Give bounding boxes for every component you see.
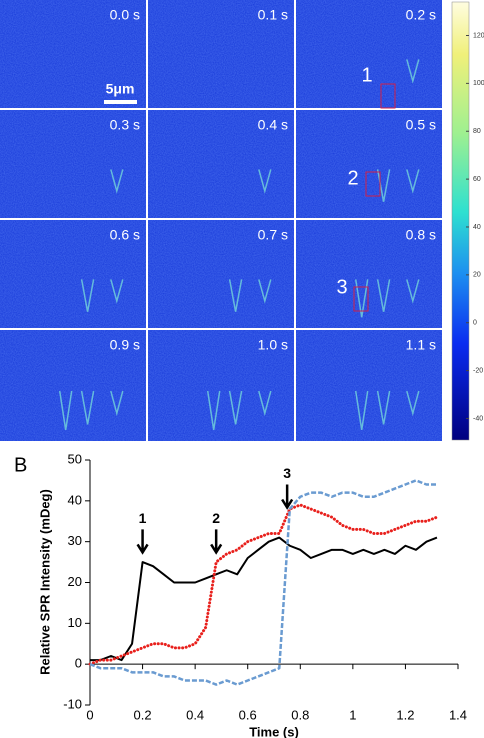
- frame-time: 0.0 s: [110, 7, 140, 23]
- bright-spot: [406, 59, 420, 84]
- region-marker: 1: [361, 64, 372, 86]
- image-noise: [296, 330, 442, 441]
- x-tick-label: 0.4: [186, 707, 204, 722]
- bright-spot: [228, 279, 243, 312]
- bright-spot: [406, 169, 420, 194]
- bright-spot: [354, 279, 369, 318]
- x-tick-label: 0: [86, 707, 93, 722]
- y-tick-label: 0: [75, 656, 82, 671]
- frame-time: 0.7 s: [258, 227, 288, 243]
- data-line: [88, 503, 439, 666]
- y-tick-label: 40: [68, 492, 82, 507]
- y-tick-label: -10: [63, 696, 82, 711]
- frame-time: 0.6 s: [110, 227, 140, 243]
- annotation: 1: [139, 510, 147, 526]
- panel-label: B: [14, 454, 27, 476]
- scale-bar: [104, 100, 137, 104]
- frame-time: 1.1 s: [406, 337, 436, 353]
- colorbar-tick-label: 120: [473, 32, 484, 39]
- region-box: [365, 171, 381, 197]
- annotation: 3: [283, 465, 291, 481]
- scale-bar-label: 5μm: [106, 81, 135, 97]
- y-tick-label: 20: [68, 574, 82, 589]
- x-tick-label: 0.8: [291, 707, 309, 722]
- x-tick-label: 0.2: [134, 707, 152, 722]
- colorbar-tick-label: -20: [473, 367, 483, 374]
- colorbar-tick-label: 100: [473, 80, 484, 87]
- bright-spot: [406, 390, 420, 417]
- frame-time: 0.5 s: [406, 117, 436, 133]
- image-noise: [0, 330, 146, 441]
- image-noise: [296, 110, 442, 218]
- data-line: [90, 536, 438, 662]
- bright-spot: [80, 279, 95, 312]
- frame-time: 0.1 s: [258, 7, 288, 23]
- image-noise: [148, 0, 294, 108]
- bright-spot: [110, 390, 124, 417]
- annotation: 2: [212, 510, 220, 526]
- region-box: [353, 286, 369, 312]
- image-noise: [148, 220, 294, 328]
- bright-spot: [110, 279, 124, 304]
- frame-time: 1.0 s: [258, 337, 288, 353]
- colorbar: [451, 1, 470, 441]
- colorbar-tick-label: 60: [473, 176, 481, 183]
- image-noise: [296, 220, 442, 328]
- frame-time: 0.8 s: [406, 227, 436, 243]
- region-box: [380, 83, 396, 109]
- bright-spot: [376, 279, 391, 312]
- bright-spot: [206, 390, 221, 431]
- bright-spot: [258, 279, 272, 304]
- annotation-arrow: [136, 529, 149, 555]
- y-axis-label: Relative SPR Intensity (mDeg): [37, 489, 52, 675]
- image-noise: [148, 110, 294, 218]
- frame-time: 0.2 s: [406, 7, 436, 23]
- bright-spot: [58, 390, 73, 431]
- bright-spot: [110, 169, 124, 194]
- colorbar-tick-label: 20: [473, 272, 481, 279]
- x-tick-label: 0.6: [239, 707, 257, 722]
- bright-spot: [376, 390, 391, 425]
- colorbar-tick-label: -40: [473, 415, 483, 422]
- image-noise: [0, 110, 146, 218]
- region-marker: 2: [347, 167, 358, 189]
- colorbar-tick-label: 0: [473, 320, 477, 327]
- y-tick-label: 10: [68, 615, 82, 630]
- bright-spot: [80, 390, 95, 425]
- image-noise: [0, 0, 146, 108]
- colorbar-tick-label: 40: [473, 224, 481, 231]
- x-tick-label: 1.2: [396, 707, 414, 722]
- data-line: [89, 479, 437, 686]
- image-noise: [148, 330, 294, 441]
- bright-spot: [406, 279, 420, 304]
- x-tick-label: 1.4: [449, 707, 467, 722]
- image-noise: [0, 220, 146, 328]
- colorbar-tick-label: 80: [473, 128, 481, 135]
- bright-spot: [258, 390, 272, 417]
- x-tick-label: 1: [349, 707, 356, 722]
- image-noise: [296, 0, 442, 108]
- frame-time: 0.3 s: [110, 117, 140, 133]
- bright-spot: [228, 390, 243, 425]
- annotation-arrow: [210, 529, 223, 555]
- bright-spot: [258, 169, 272, 194]
- annotation-arrow: [281, 484, 294, 510]
- frame-time: 0.9 s: [110, 337, 140, 353]
- frame-time: 0.4 s: [258, 117, 288, 133]
- y-tick-label: 50: [68, 451, 82, 466]
- x-axis-label: Time (s): [249, 724, 299, 738]
- bright-spot: [354, 390, 369, 431]
- y-tick-label: 30: [68, 533, 82, 548]
- region-marker: 3: [336, 276, 347, 298]
